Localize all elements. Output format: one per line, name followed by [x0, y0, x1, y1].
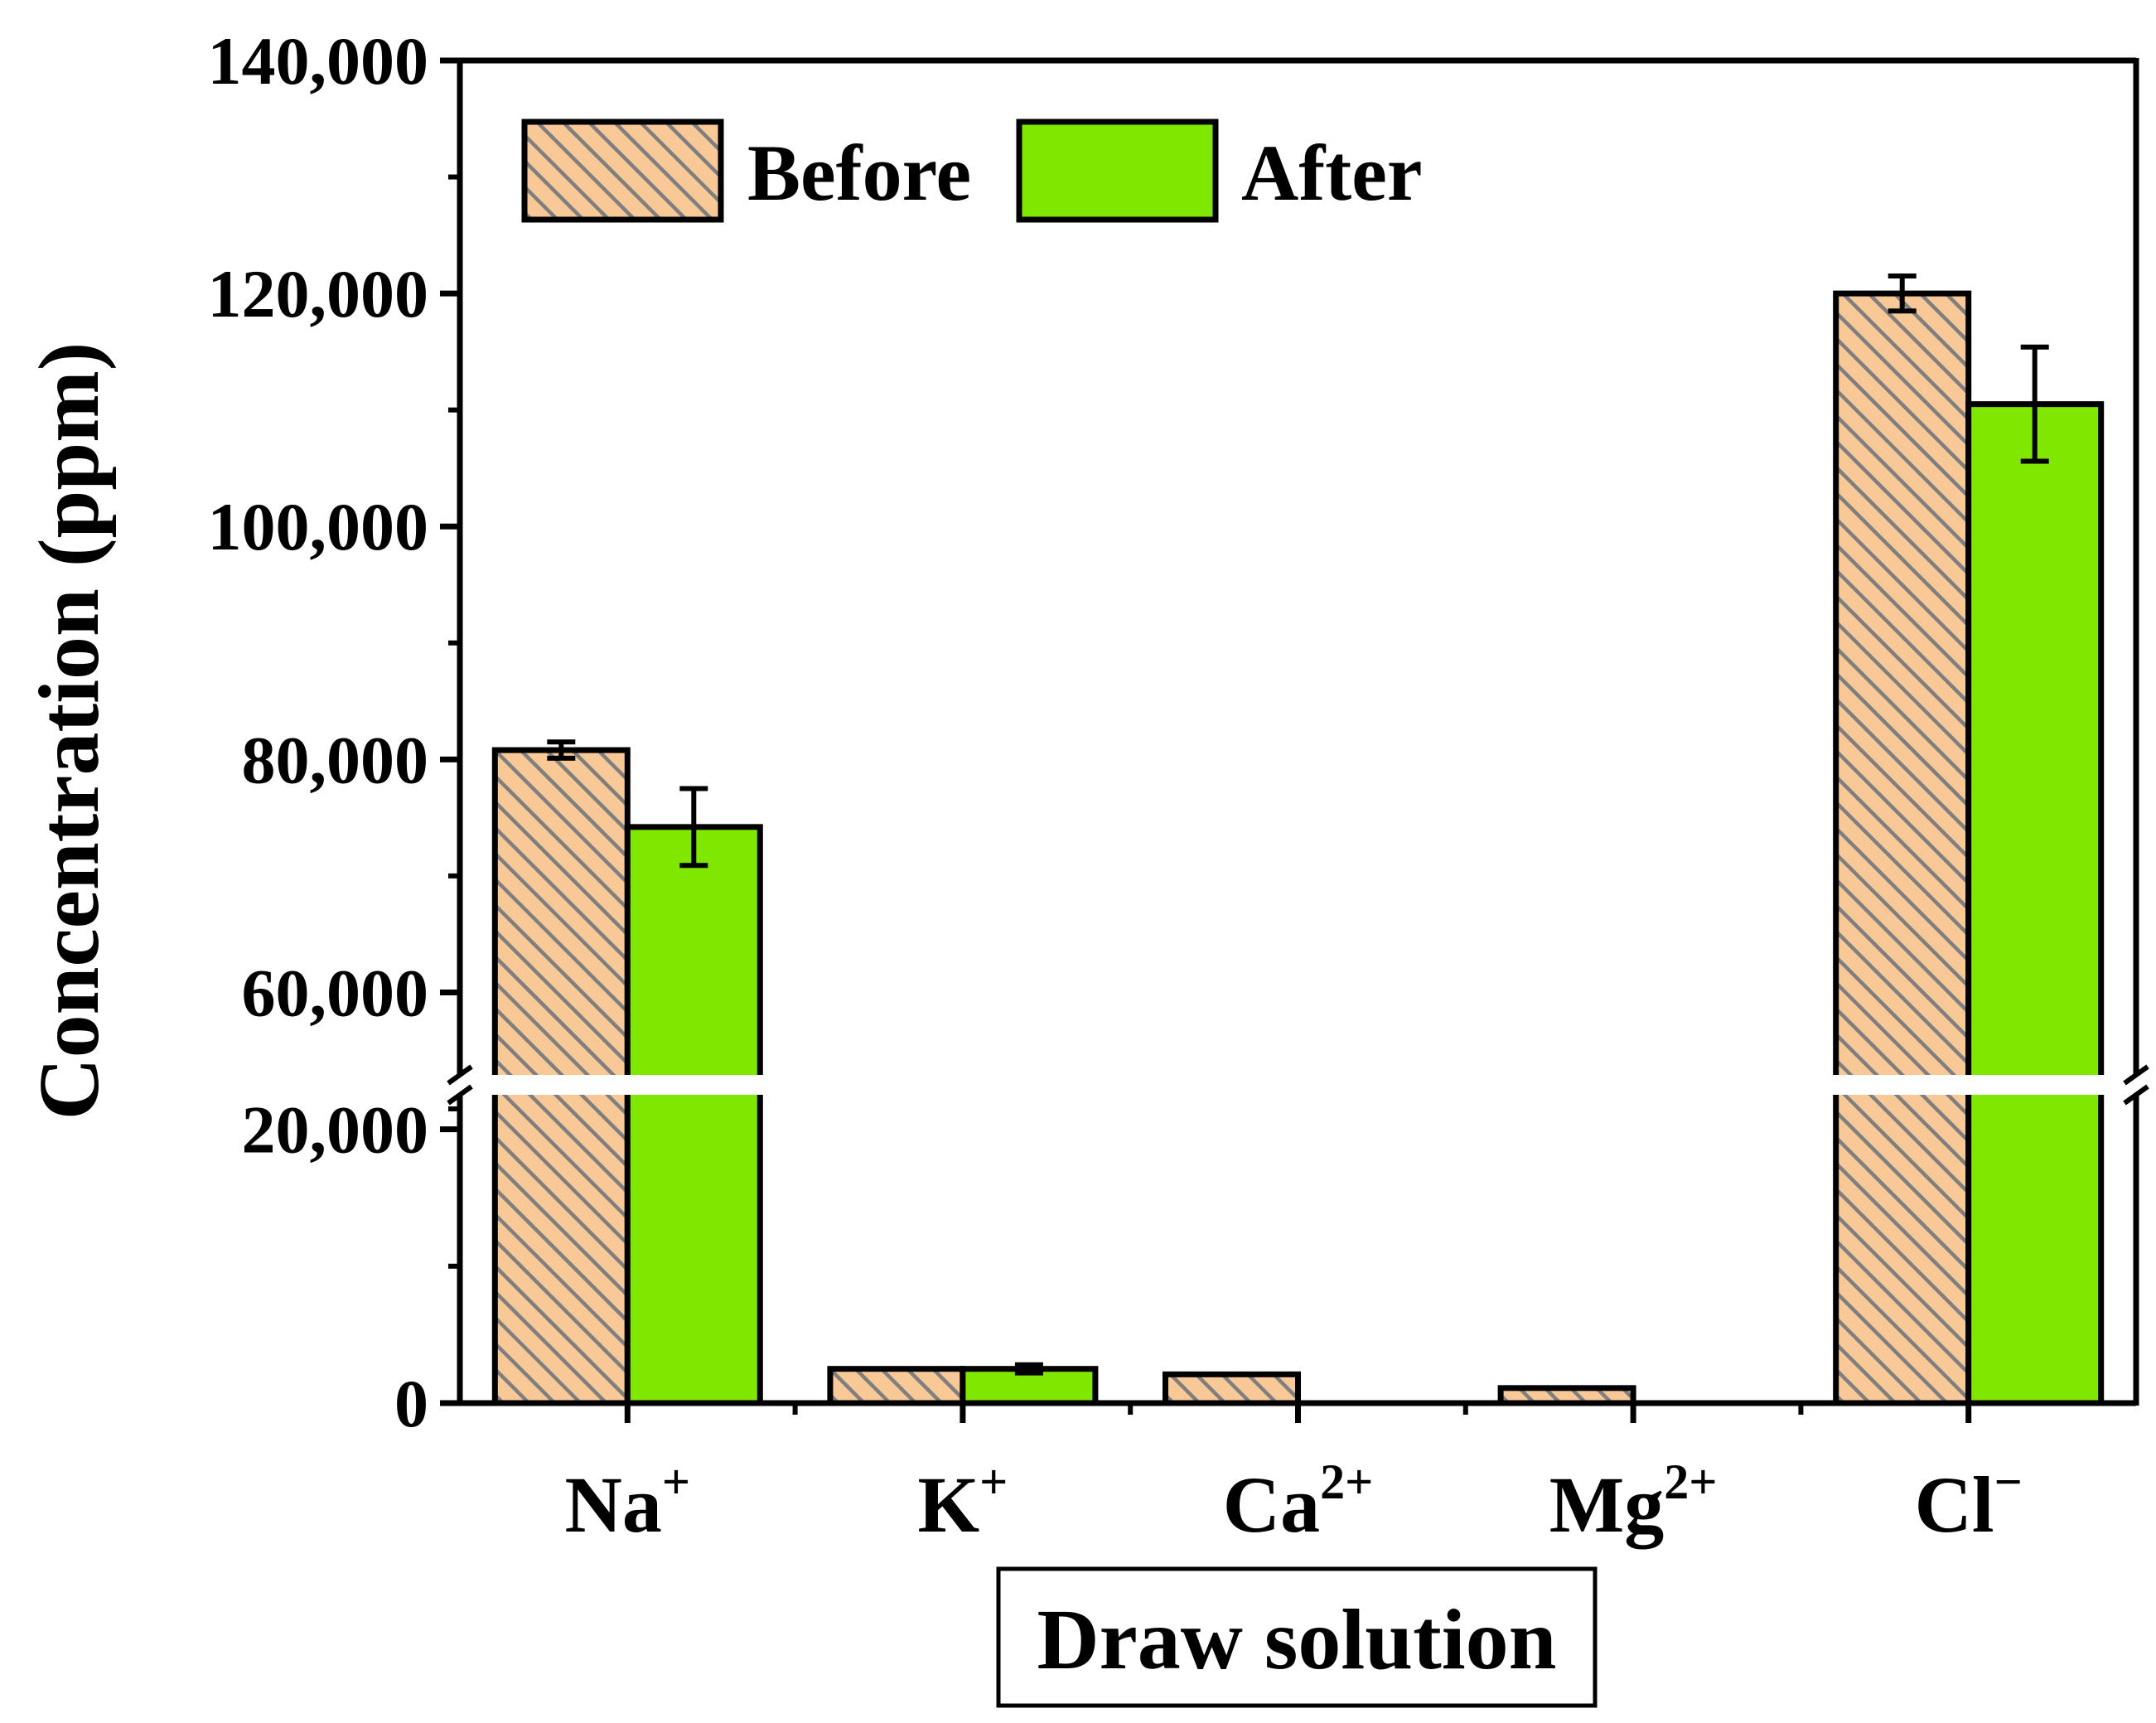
- error-bar-after-0: [679, 786, 708, 869]
- bar-after-0: [624, 824, 763, 1406]
- error-bar-after-4: [2020, 344, 2049, 464]
- error-bar-after-1: [1014, 1362, 1043, 1376]
- x-tick-label-3: Mg2+: [1549, 1454, 1718, 1549]
- y-tick-label-140000: 140,000: [208, 23, 429, 99]
- x-axis-title: Draw solution: [1037, 1592, 1557, 1687]
- bars-layer: [491, 290, 2105, 1406]
- break-mark-right-bottom: [2123, 1084, 2149, 1106]
- x-tick-label-4: Cl−: [1915, 1454, 2023, 1549]
- bar-before-4: [1833, 290, 1972, 1406]
- y-tick-label-80000: 80,000: [242, 722, 429, 797]
- x-tick-label-1: K+: [917, 1454, 1008, 1549]
- y-tick-label-60000: 60,000: [242, 955, 429, 1030]
- break-mark-left-top: [447, 1064, 473, 1086]
- error-bars-layer: [547, 273, 2049, 1376]
- y-axis-ticks: 0 20,000 60,000 80,000 100,000 120,000 140,000: [208, 23, 460, 1441]
- legend-label-before: Before: [747, 128, 971, 217]
- y-tick-label-120000: 120,000: [208, 256, 429, 332]
- legend-label-after: After: [1241, 128, 1422, 217]
- bar-before-2: [1163, 1371, 1301, 1406]
- error-bar-before-0: [547, 739, 576, 761]
- x-axis-ticks: Na+ K+ Ca2+ Mg2+ Cl−: [565, 1403, 2023, 1549]
- legend-swatch-before: [521, 119, 724, 223]
- y-tick-label-0: 0: [394, 1366, 428, 1441]
- y-axis-title: Concentration (ppm): [22, 342, 117, 1120]
- y-tick-label-20000: 20,000: [242, 1092, 429, 1168]
- bar-before-1: [827, 1366, 966, 1406]
- break-mark-right-top: [2123, 1064, 2149, 1086]
- legend: Before After: [521, 119, 1422, 223]
- error-bar-before-4: [1888, 273, 1917, 314]
- axis-break: [443, 1075, 2156, 1095]
- axis-break-gap: [443, 1075, 2156, 1095]
- x-axis-title-box: [996, 1566, 1598, 1708]
- bar-after-4: [1965, 401, 2105, 1406]
- x-tick-label-2: Ca2+: [1223, 1454, 1374, 1549]
- legend-swatch-after: [1016, 119, 1219, 223]
- break-mark-left-bottom: [447, 1084, 473, 1106]
- x-tick-label-0: Na+: [565, 1454, 691, 1549]
- y-tick-label-100000: 100,000: [208, 489, 429, 564]
